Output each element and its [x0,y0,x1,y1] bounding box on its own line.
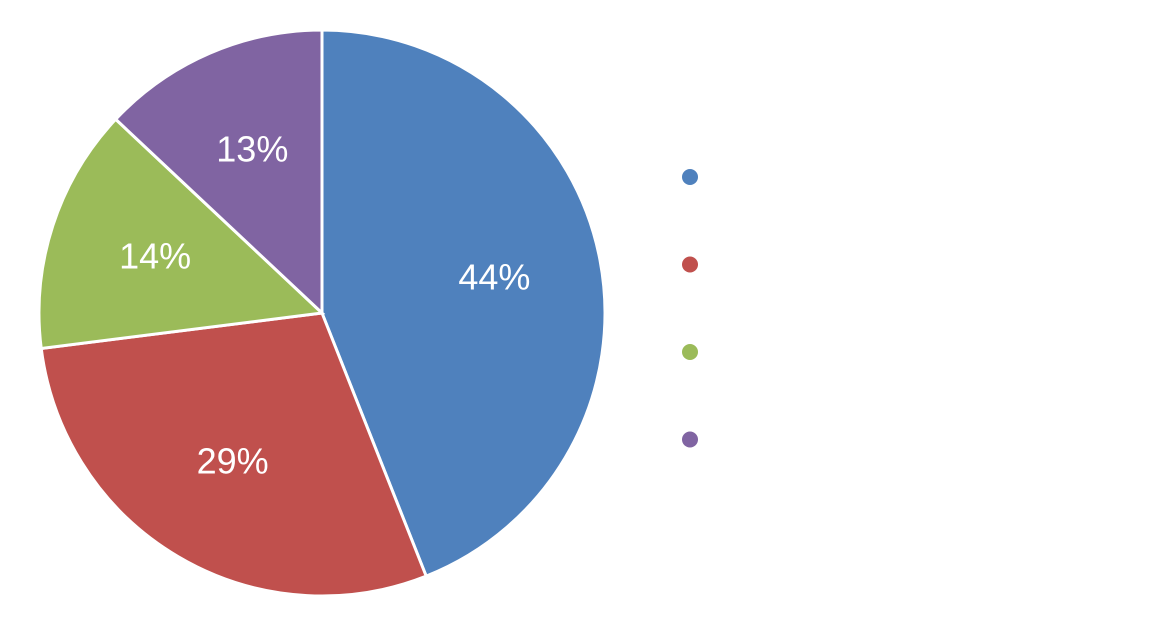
slice-label: 29% [197,441,269,482]
pie-slice [113,28,324,317]
legend-marker [682,169,698,185]
slice-label: 13% [216,128,288,169]
slice-label: 44% [458,257,530,298]
legend-marker [682,256,698,273]
pie-slice [320,28,607,579]
pie-slice [39,311,429,598]
legend-marker [682,344,698,360]
pie-slice [37,117,326,351]
legend-marker [682,431,698,448]
slice-label: 14% [119,235,191,276]
